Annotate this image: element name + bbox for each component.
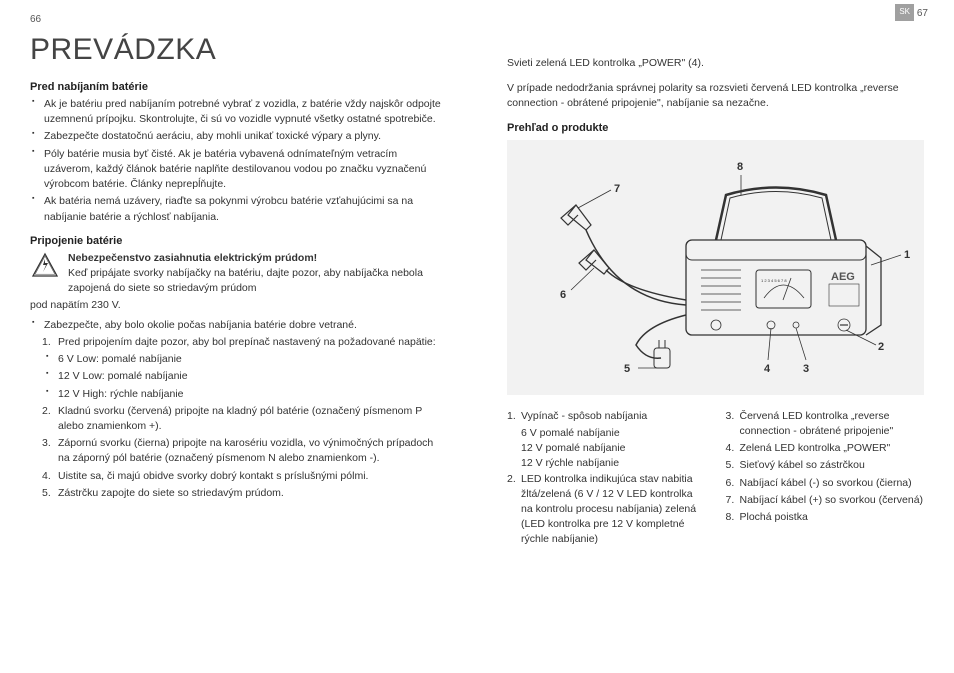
page-title: PREVÁDZKA xyxy=(30,33,447,67)
connecting-steps: Pred pripojením dajte pozor, aby bol pre… xyxy=(30,335,447,350)
overview-number: 4. xyxy=(726,441,740,456)
svg-text:1 2 3 4 5 6 7 8: 1 2 3 4 5 6 7 8 xyxy=(761,278,787,283)
list-item: 12 V High: rýchle nabíjanie xyxy=(30,387,447,402)
warning-bold: Nebezpečenstvo zasiahnutia elektrickým p… xyxy=(68,252,317,264)
overview-item: 1. Vypínač - spôsob nabíjania xyxy=(507,409,706,424)
page-spread: 66 PREVÁDZKA Pred nabíjaním batérie Ak j… xyxy=(0,0,954,673)
callout-label: 3 xyxy=(803,363,809,375)
callout-label: 4 xyxy=(764,363,771,375)
page-number-left: 66 xyxy=(30,14,447,25)
list-item: Póly batérie musia byť čisté. Ak je baté… xyxy=(30,147,447,193)
overview-item: 2. LED kontrolka indikujúca stav nabitia… xyxy=(507,472,706,548)
callout-label: 6 xyxy=(560,289,566,301)
connecting-list: Zabezpečte, aby bolo okolie počas nabíja… xyxy=(30,318,447,333)
callout-label: 8 xyxy=(737,161,743,173)
language-badge: SK xyxy=(895,4,914,21)
shock-warning-icon xyxy=(30,251,60,281)
voltage-options: 6 V Low: pomalé nabíjanie 12 V Low: poma… xyxy=(30,352,447,402)
overview-number: 1. xyxy=(507,409,521,424)
warning-text: Nebezpečenstvo zasiahnutia elektrickým p… xyxy=(68,251,447,297)
warning-body: Keď pripájate svorky nabíjačky na batéri… xyxy=(68,267,423,294)
right-page: SK 67 Svieti zelená LED kontrolka „POWER… xyxy=(477,0,954,673)
step-item: Uistite sa, či majú obidve svorky dobrý … xyxy=(30,469,447,484)
list-item: Zabezpečte, aby bolo okolie počas nabíja… xyxy=(30,318,447,333)
overview-number: 6. xyxy=(726,476,740,491)
overview-col-right: 3. Červená LED kontrolka „reverse connec… xyxy=(726,409,925,550)
list-item: 6 V Low: pomalé nabíjanie xyxy=(30,352,447,367)
overview-col-left: 1. Vypínač - spôsob nabíjania 6 V pomalé… xyxy=(507,409,706,550)
overview-number: 2. xyxy=(507,472,521,548)
overview-text: Vypínač - spôsob nabíjania xyxy=(521,409,706,424)
overview-heading: Prehľad o produkte xyxy=(507,122,924,134)
overview-number: 3. xyxy=(726,409,740,439)
paragraph: V prípade nedodržania správnej polarity … xyxy=(507,81,924,111)
list-item: Ak je batériu pred nabíjaním potrebné vy… xyxy=(30,97,447,127)
product-diagram: 1 2 3 4 5 6 7 8 AEG xyxy=(507,140,924,395)
callout-label: 1 xyxy=(904,249,910,261)
overview-text: Červená LED kontrolka „reverse connectio… xyxy=(740,409,925,439)
callout-label: 7 xyxy=(614,183,620,195)
overview-columns: 1. Vypínač - spôsob nabíjania 6 V pomalé… xyxy=(507,409,924,550)
overview-text: Plochá poistka xyxy=(740,510,925,525)
step-item: Kladnú svorku (červená) pripojte na klad… xyxy=(30,404,447,434)
overview-text: Sieťový kábel so zástrčkou xyxy=(740,458,925,473)
callout-label: 5 xyxy=(624,363,630,375)
brand-label: AEG xyxy=(831,271,855,283)
list-item: Ak batéria nemá uzávery, riaďte sa pokyn… xyxy=(30,194,447,224)
section-heading-before-charging: Pred nabíjaním batérie xyxy=(30,81,447,93)
overview-sub: 6 V pomalé nabíjanie xyxy=(507,426,706,441)
step-item: Zástrčku zapojte do siete so striedavým … xyxy=(30,486,447,501)
page-number-right: 67 xyxy=(917,8,928,19)
left-page: 66 PREVÁDZKA Pred nabíjaním batérie Ak j… xyxy=(0,0,477,673)
overview-number: 8. xyxy=(726,510,740,525)
overview-text: LED kontrolka indikujúca stav nabitia žl… xyxy=(521,472,706,548)
overview-item: 6. Nabíjací kábel (-) so svorkou (čierna… xyxy=(726,476,925,491)
overview-sub: 12 V pomalé nabíjanie xyxy=(507,441,706,456)
overview-number: 7. xyxy=(726,493,740,508)
section-heading-connecting: Pripojenie batérie xyxy=(30,235,447,247)
step-item: Pred pripojením dajte pozor, aby bol pre… xyxy=(30,335,447,350)
warning-tail: pod napätím 230 V. xyxy=(30,298,447,313)
charger-illustration-icon: 1 2 3 4 5 6 7 8 AEG xyxy=(516,150,916,385)
overview-item: 4. Zelená LED kontrolka „POWER" xyxy=(726,441,925,456)
overview-text: Nabíjací kábel (-) so svorkou (čierna) xyxy=(740,476,925,491)
overview-item: 3. Červená LED kontrolka „reverse connec… xyxy=(726,409,925,439)
callout-label: 2 xyxy=(878,341,884,353)
list-item: 12 V Low: pomalé nabíjanie xyxy=(30,369,447,384)
overview-item: 5. Sieťový kábel so zástrčkou xyxy=(726,458,925,473)
overview-text: Zelená LED kontrolka „POWER" xyxy=(740,441,925,456)
list-item: Zabezpečte dostatočnú aeráciu, aby mohli… xyxy=(30,129,447,144)
before-charging-list: Ak je batériu pred nabíjaním potrebné vy… xyxy=(30,97,447,225)
overview-text: Nabíjací kábel (+) so svorkou (červená) xyxy=(740,493,925,508)
overview-sub: 12 V rýchle nabíjanie xyxy=(507,456,706,471)
overview-item: 7. Nabíjací kábel (+) so svorkou (červen… xyxy=(726,493,925,508)
overview-item: 8. Plochá poistka xyxy=(726,510,925,525)
overview-number: 5. xyxy=(726,458,740,473)
step-item: Zápornú svorku (čierna) pripojte na karo… xyxy=(30,436,447,466)
warning-block: Nebezpečenstvo zasiahnutia elektrickým p… xyxy=(30,251,447,297)
connecting-steps-cont: Kladnú svorku (červená) pripojte na klad… xyxy=(30,404,447,501)
paragraph: Svieti zelená LED kontrolka „POWER" (4). xyxy=(507,56,924,71)
